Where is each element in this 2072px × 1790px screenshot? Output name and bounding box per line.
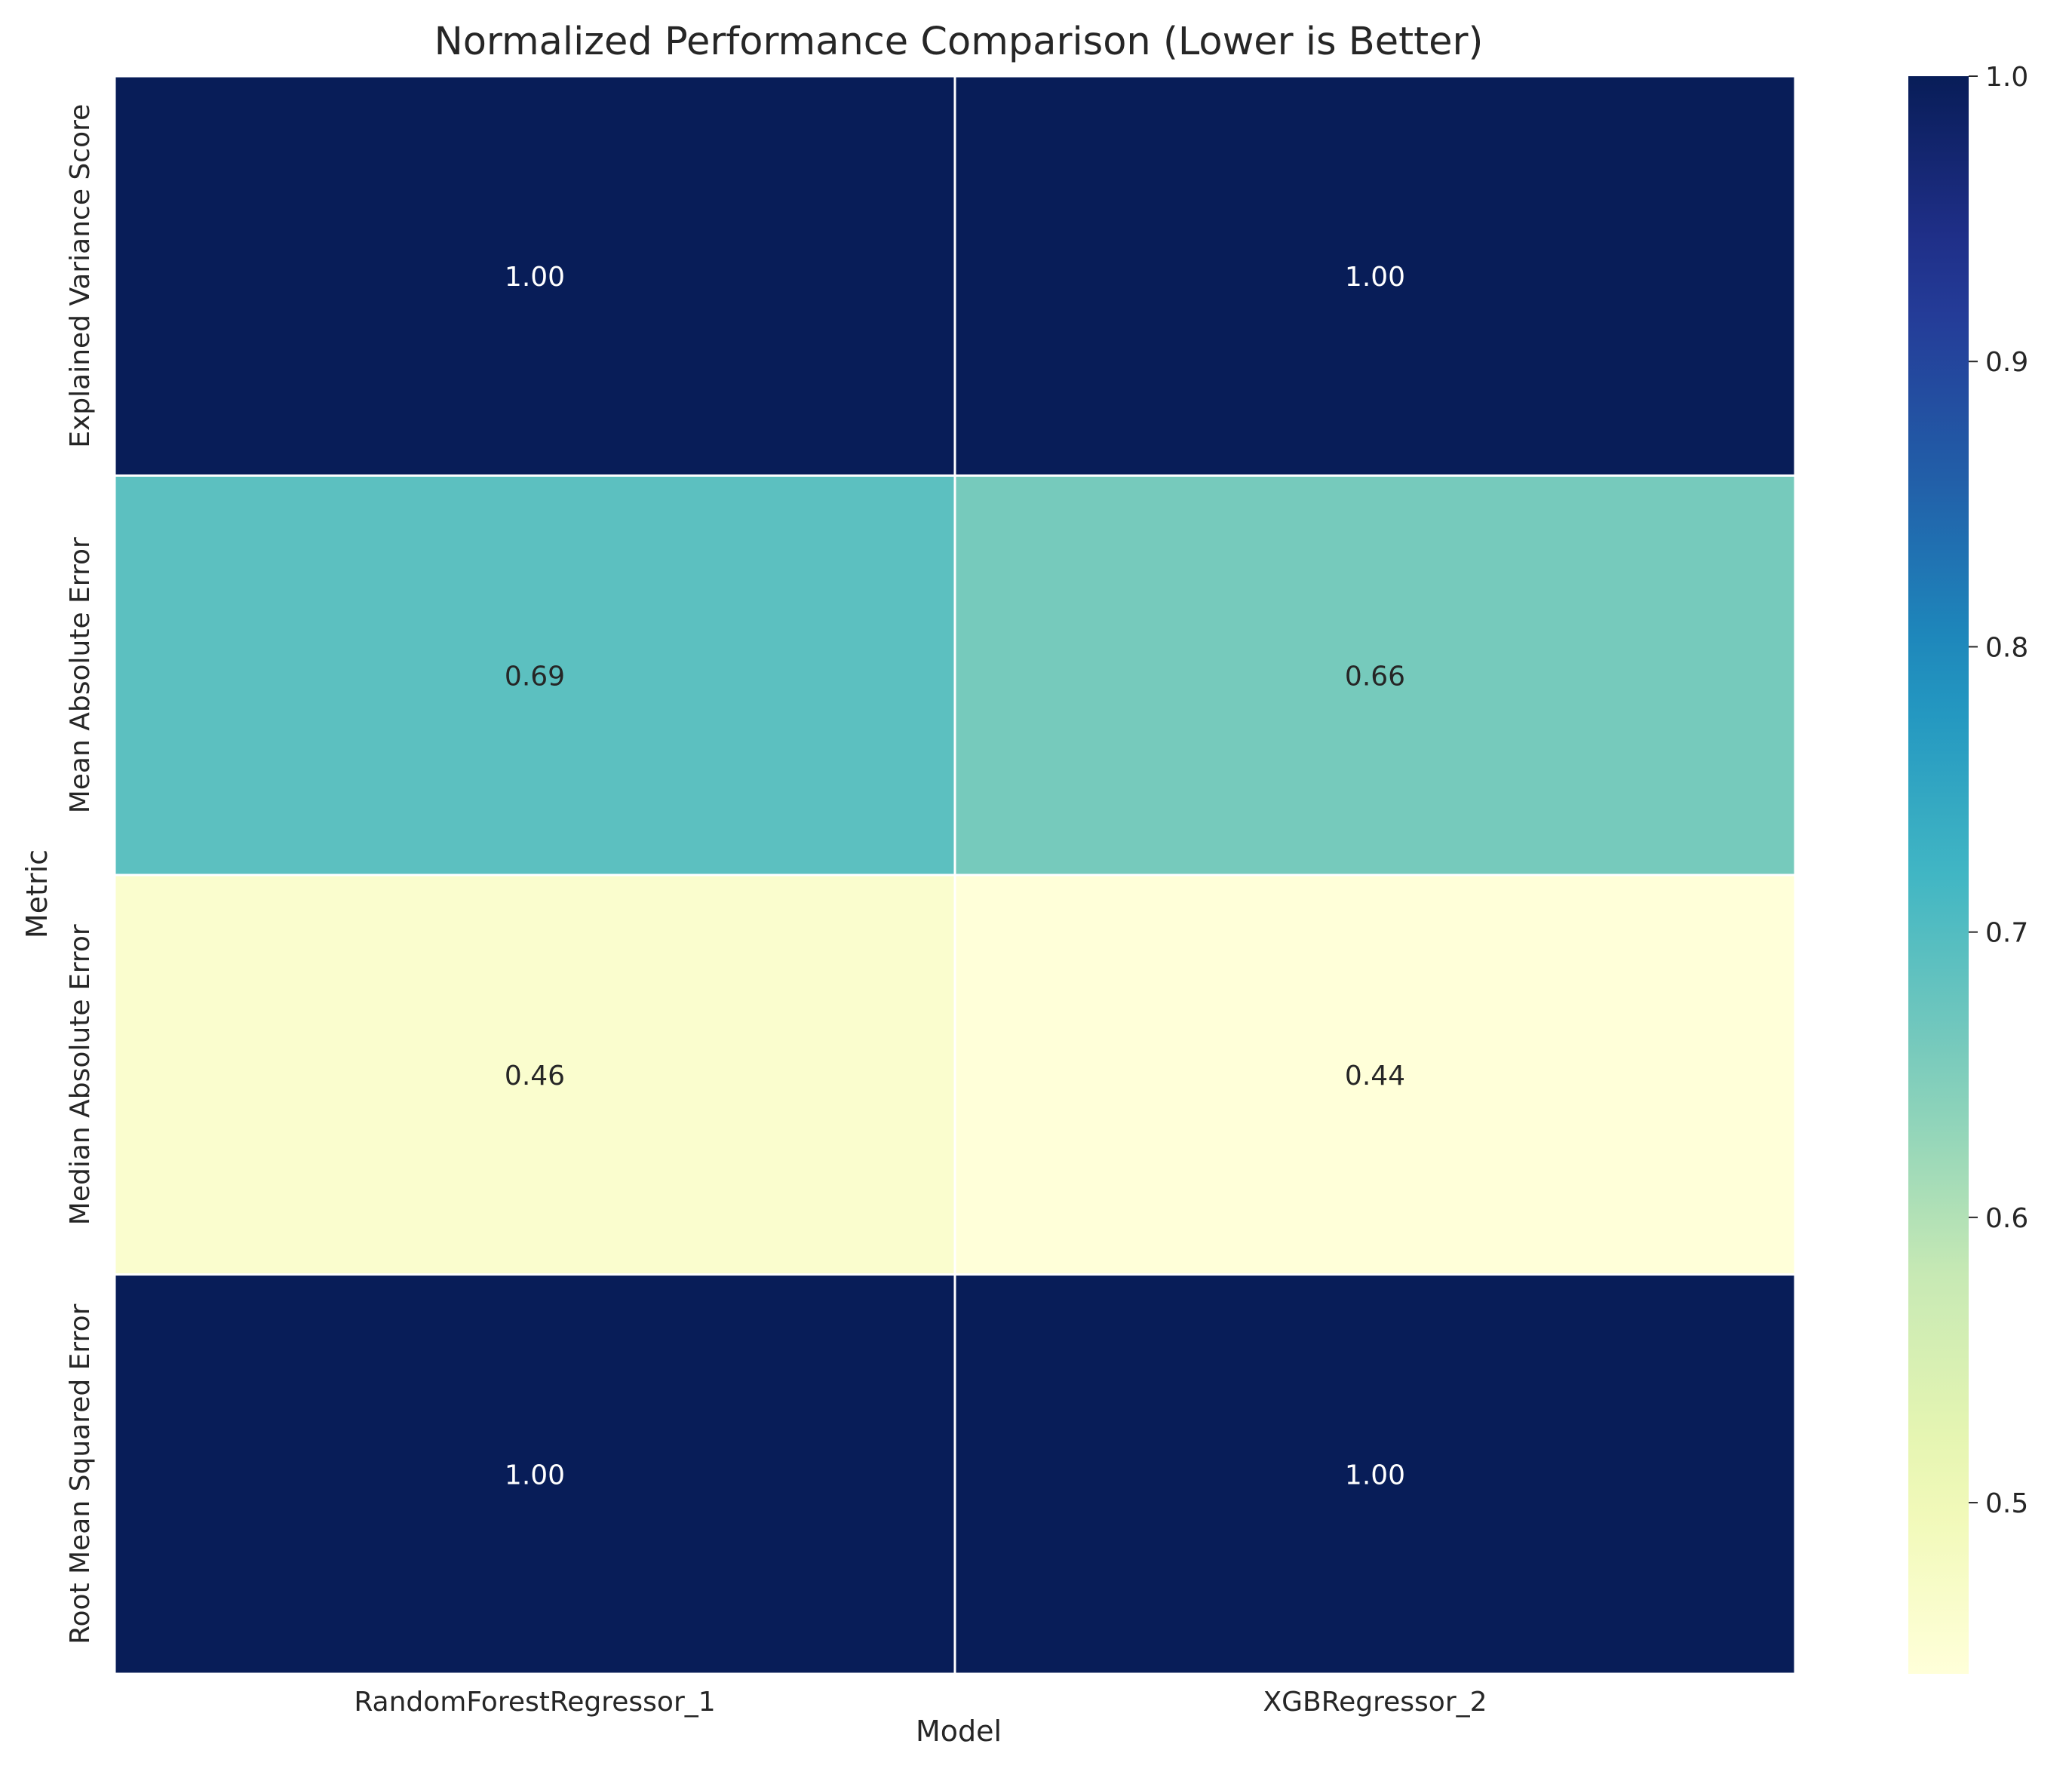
colorbar-tick-label: 0.8 xyxy=(1985,632,2028,663)
heatmap-cells: 1.00 1.00 0.69 0.66 0.46 0.44 1.00 1.00 xyxy=(113,75,1797,1675)
heatmap-cell-root-mean-squared-error-xgbregressor-2 xyxy=(953,1273,1797,1675)
cell-value-label: 1.00 xyxy=(1345,262,1405,293)
heatmap-cell-mean-absolute-error-randomforestregressor-1 xyxy=(113,474,956,877)
heatmap-cell-mean-absolute-error-xgbregressor-2 xyxy=(953,474,1797,877)
y-tick-label: Root Mean Squared Error xyxy=(65,1303,96,1644)
colorbar-tick-label: 0.9 xyxy=(1985,347,2028,378)
cell-value-label: 0.46 xyxy=(505,1061,565,1092)
y-axis-label: Metric xyxy=(20,849,54,938)
colorbar-tick-label: 0.6 xyxy=(1985,1203,2028,1234)
y-tick-label: Explained Variance Score xyxy=(65,104,96,448)
colorbar: 0.5 0.6 0.7 0.8 0.9 1.0 xyxy=(1908,62,2028,1674)
cell-value-label: 0.69 xyxy=(505,661,565,692)
cell-value-label: 1.00 xyxy=(1345,1460,1405,1491)
y-tick-labels: Explained Variance Score Mean Absolute Er… xyxy=(65,104,96,1644)
y-tick-label: Mean Absolute Error xyxy=(65,537,96,813)
colorbar-tick-label: 0.5 xyxy=(1985,1488,2028,1519)
cell-value-label: 1.00 xyxy=(505,262,565,293)
x-axis-label: Model xyxy=(916,1715,1002,1748)
colorbar-gradient xyxy=(1908,76,1969,1674)
colorbar-tick-label: 1.0 xyxy=(1985,62,2028,93)
chart-title: Normalized Performance Comparison (Lower… xyxy=(434,20,1484,64)
cell-value-label: 1.00 xyxy=(505,1460,565,1491)
y-tick-label: Median Absolute Error xyxy=(65,924,96,1225)
cell-value-label: 0.44 xyxy=(1345,1061,1405,1092)
x-tick-labels: RandomForestRegressor_1 XGBRegressor_2 xyxy=(354,1687,1487,1718)
cell-value-label: 0.66 xyxy=(1345,661,1405,692)
colorbar-tick-label: 0.7 xyxy=(1985,918,2028,949)
heatmap-cell-median-absolute-error-xgbregressor-2 xyxy=(953,874,1797,1276)
x-tick-label: RandomForestRegressor_1 xyxy=(354,1687,715,1718)
heatmap-cell-explained-variance-score-xgbregressor-2 xyxy=(953,75,1797,477)
heatmap-cell-explained-variance-score-randomforestregressor-1 xyxy=(113,75,956,477)
heatmap-cell-median-absolute-error-randomforestregressor-1 xyxy=(113,874,956,1276)
x-tick-label: XGBRegressor_2 xyxy=(1263,1687,1487,1718)
heatmap-cell-root-mean-squared-error-randomforestregressor-1 xyxy=(113,1273,956,1675)
